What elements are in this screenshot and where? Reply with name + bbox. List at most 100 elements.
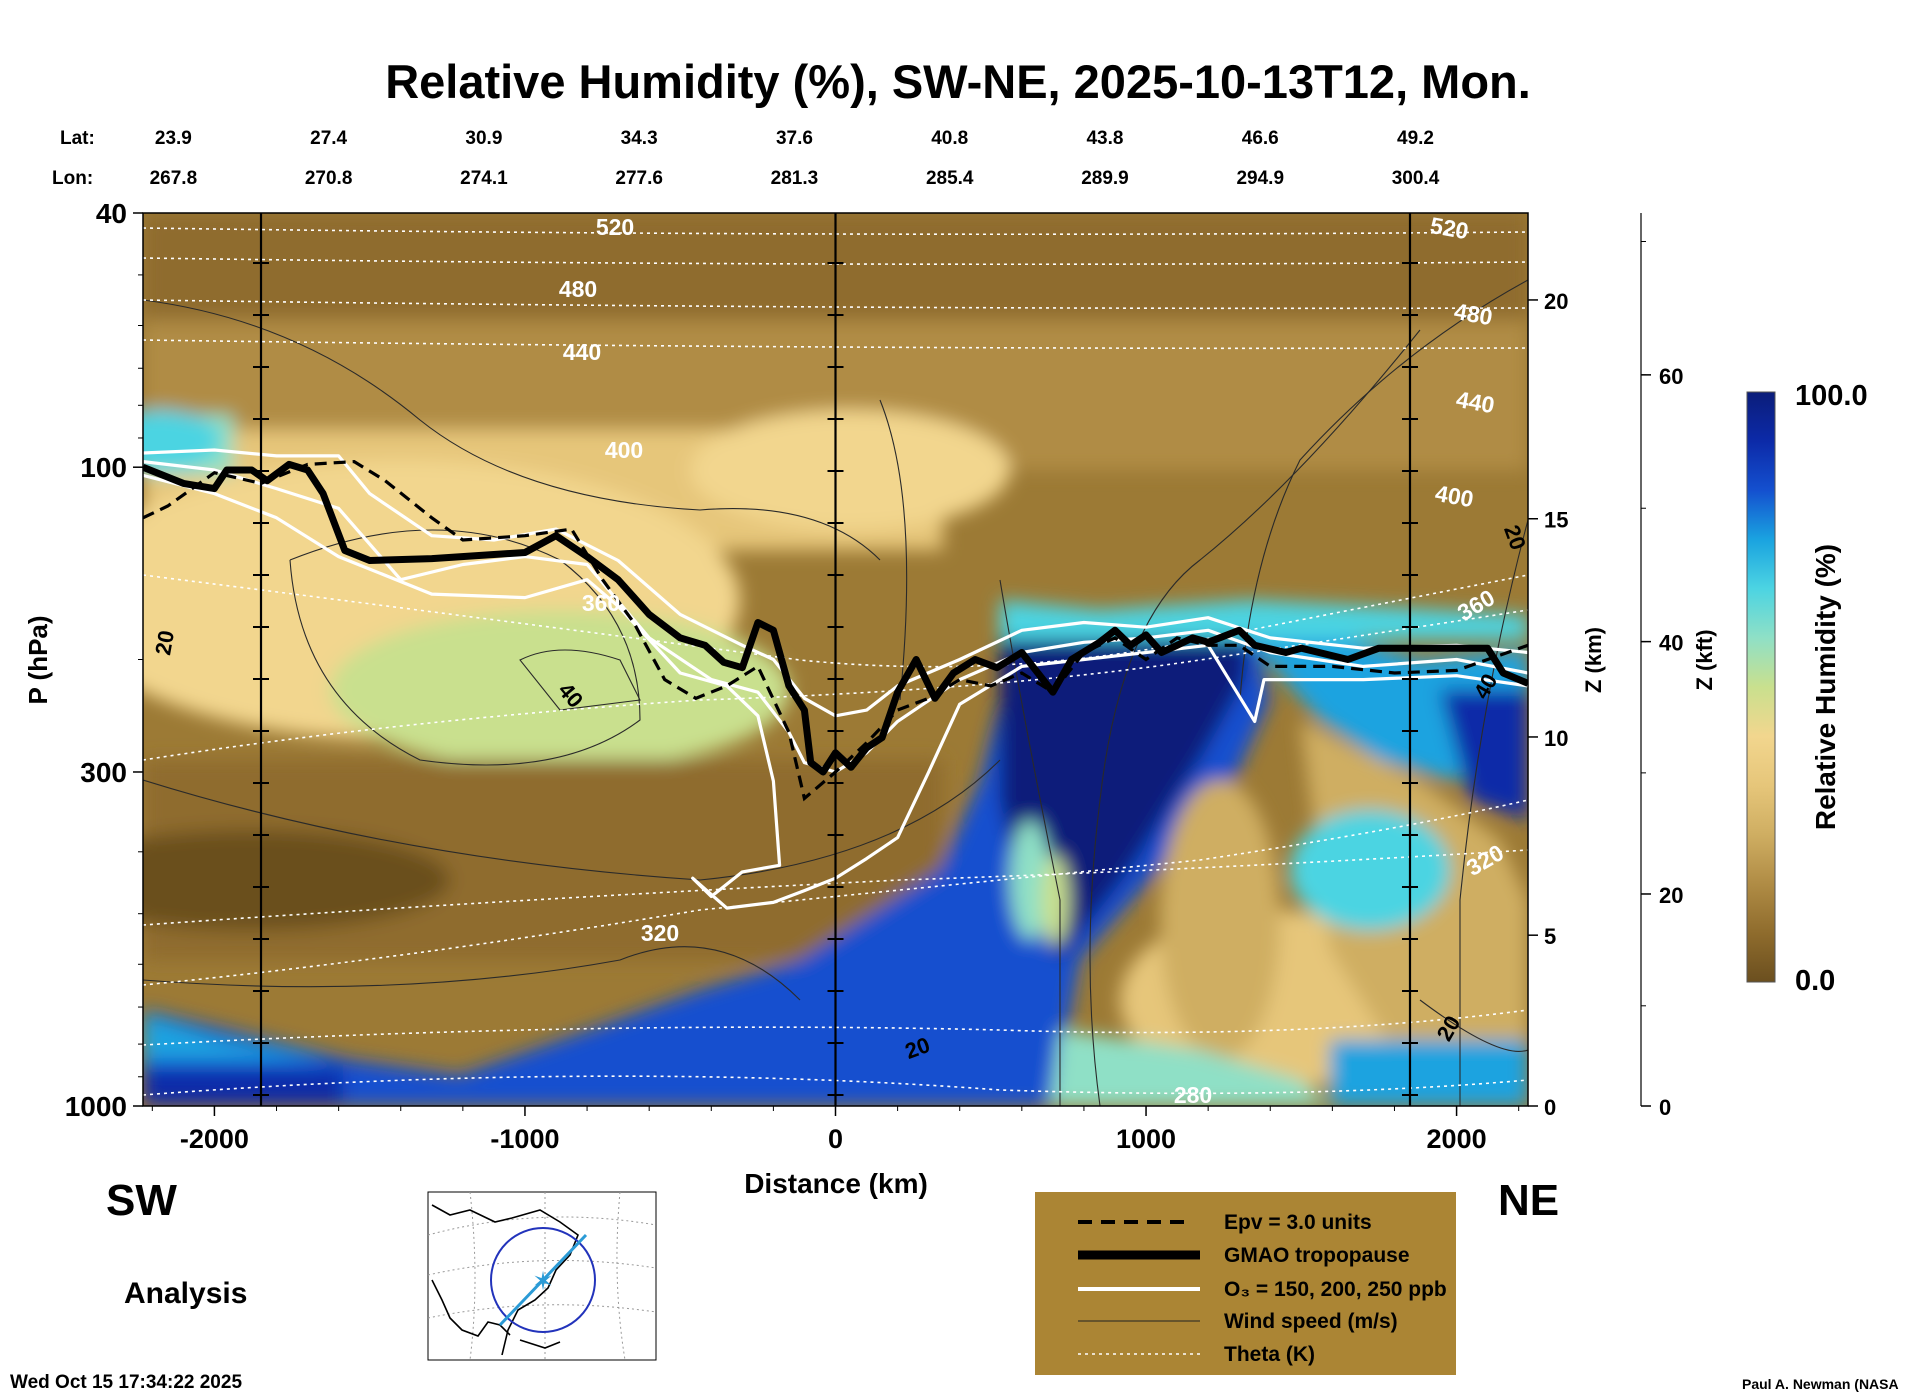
rh-region <box>330 610 790 770</box>
legend-item-epv: Epv = 3.0 units <box>1224 1211 1372 1234</box>
theta-contour-label: 320 <box>641 920 679 946</box>
z-kft-tick-label: 20 <box>1659 883 1683 908</box>
lon-value: 281.3 <box>771 168 819 189</box>
pressure-axis: 40 100 300 1000 <box>65 198 143 1122</box>
legend-item-tropopause: GMAO tropopause <box>1224 1244 1410 1267</box>
z-kft-tick-label: 40 <box>1659 631 1683 656</box>
x-tick-label: -2000 <box>180 1124 249 1154</box>
tropopause-curve <box>143 460 1528 776</box>
ozone-contour-line <box>143 473 1528 910</box>
z-km-tick-label: 0 <box>1544 1095 1556 1120</box>
plot-area: 5204804404003603202805204804404003603202… <box>142 212 1529 1108</box>
z-kft-tick-label: 60 <box>1659 364 1683 389</box>
theta-contour-label: 440 <box>563 339 601 365</box>
lon-value: 285.4 <box>926 168 974 189</box>
theta-contour <box>143 609 1528 761</box>
lon-value: 277.6 <box>615 168 663 189</box>
rh-region <box>143 410 220 470</box>
legend-item-wind: Wind speed (m/s) <box>1224 1310 1398 1333</box>
p-tick-label: 40 <box>96 198 127 229</box>
theta-contour <box>143 227 1528 236</box>
rh-region <box>1010 820 1050 940</box>
lat-value: 27.4 <box>310 128 347 149</box>
theta-contour-label: 280 <box>1174 1082 1212 1108</box>
vertical-marker-lines <box>253 213 1418 1106</box>
rh-region <box>143 612 1270 1106</box>
x-tick-label: 2000 <box>1427 1124 1487 1154</box>
z-km-tick-label: 5 <box>1544 924 1556 949</box>
theta-contour-label: 520 <box>596 214 634 240</box>
theta-contour <box>143 339 1528 350</box>
rh-region <box>1050 1030 1330 1106</box>
rh-region <box>1440 690 1528 820</box>
lat-label: Lat: <box>60 128 95 149</box>
rh-region <box>1160 780 1280 1060</box>
wind-contour-label: 20 <box>150 628 179 656</box>
p-tick-label: 300 <box>80 757 127 788</box>
lon-value: 267.8 <box>150 168 198 189</box>
map-route-line <box>498 1233 588 1327</box>
x-tick-label: 0 <box>828 1124 843 1154</box>
x-tick-label: -1000 <box>490 1124 559 1154</box>
wind-contour <box>999 579 1061 1106</box>
rh-region <box>1041 855 1069 945</box>
wind-contour <box>143 759 1001 881</box>
lat-value: 43.8 <box>1086 128 1123 149</box>
theta-contour <box>143 849 1528 926</box>
map-center-star-icon: ✶ <box>532 1266 554 1296</box>
lat-value: 40.8 <box>931 128 968 149</box>
wind-contour <box>143 946 801 1001</box>
timestamp: Wed Oct 15 17:34:22 2025 <box>10 1372 242 1393</box>
rh-region <box>1290 810 1450 930</box>
colorbar-min-label: 0.0 <box>1795 965 1835 997</box>
theta-contour <box>143 257 1528 266</box>
wind-speed-contours <box>143 279 1528 1106</box>
rh-region <box>143 1015 330 1060</box>
ozone-contour-line <box>143 460 1528 774</box>
z-km-tick-label: 15 <box>1544 508 1568 533</box>
wind-contour <box>1419 999 1528 1052</box>
x-axis: -2000 -1000 0 1000 2000 <box>151 1106 1520 1154</box>
colorbar-ramp <box>1746 391 1776 983</box>
lat-value: 34.3 <box>621 128 658 149</box>
tropopause-line <box>143 460 1528 776</box>
wind-contour <box>289 529 641 766</box>
legend-item-theta: Theta (K) <box>1224 1343 1315 1366</box>
colorbar-title: Relative Humidity (%) <box>1810 544 1841 830</box>
lon-value: 294.9 <box>1236 168 1284 189</box>
rh-region <box>690 410 1010 530</box>
theta-contour-label: 400 <box>605 437 643 463</box>
lat-value: 37.6 <box>776 128 813 149</box>
colorbar: 100.0 0.0 Relative Humidity (%) <box>1746 380 1868 997</box>
legend: Epv = 3.0 units GMAO tropopause O₃ = 150… <box>1035 1192 1456 1375</box>
z-km-tick-label: 20 <box>1544 289 1568 314</box>
lon-value: 270.8 <box>305 168 353 189</box>
lat-lon-values: 23.9 27.4 30.9 34.3 37.6 40.8 43.8 46.6 49.2 267.… <box>150 128 1440 189</box>
wind-contour <box>1239 279 1528 701</box>
ne-label: NE <box>1498 1176 1559 1225</box>
x-tick-label: 1000 <box>1116 1124 1176 1154</box>
lat-value: 30.9 <box>465 128 502 149</box>
lat-value: 46.6 <box>1242 128 1279 149</box>
p-tick-label: 100 <box>80 452 127 483</box>
theta-contour <box>143 1075 1528 1096</box>
y-axis-label: P (hPa) <box>23 615 53 704</box>
credit: Paul A. Newman (NASA <box>1742 1376 1899 1392</box>
analysis-label: Analysis <box>124 1277 247 1310</box>
x-axis-label: Distance (km) <box>744 1168 928 1199</box>
wind-contour <box>1089 329 1421 1106</box>
lon-value: 274.1 <box>460 168 508 189</box>
z-km-label: Z (km) <box>1581 627 1606 693</box>
z-kft-axis: 0 20 40 60 <box>1640 213 1683 1120</box>
theta-contour-label: 480 <box>559 276 597 302</box>
chart-title: Relative Humidity (%), SW-NE, 2025-10-13… <box>385 55 1531 108</box>
wind-contour <box>143 299 881 561</box>
z-km-axis: 0 5 10 15 20 <box>1528 289 1568 1120</box>
theta-contour <box>143 299 1528 310</box>
theta-contour <box>143 799 1528 986</box>
epv-contour <box>143 459 1528 802</box>
ozone-contours <box>143 448 1528 910</box>
theta-contours <box>143 227 1528 1096</box>
lat-value: 49.2 <box>1397 128 1434 149</box>
